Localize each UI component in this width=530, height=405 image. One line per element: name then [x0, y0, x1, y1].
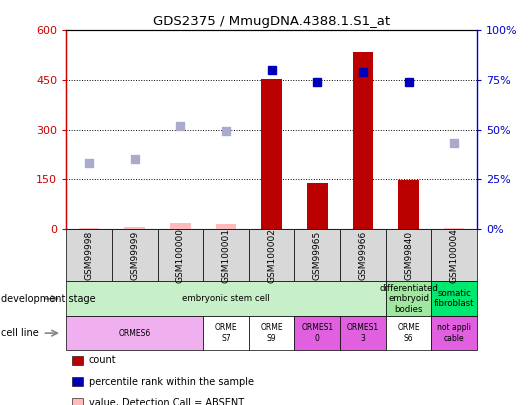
- Text: GSM100004: GSM100004: [449, 228, 458, 283]
- Text: GSM99965: GSM99965: [313, 230, 322, 280]
- Text: ORME
S9: ORME S9: [260, 324, 283, 343]
- Text: value, Detection Call = ABSENT: value, Detection Call = ABSENT: [89, 398, 244, 405]
- Text: cell line: cell line: [1, 328, 39, 338]
- Text: differentiated
embryoid
bodies: differentiated embryoid bodies: [379, 284, 438, 313]
- Bar: [216, 224, 236, 229]
- Bar: [125, 227, 145, 229]
- Text: not appli
cable: not appli cable: [437, 324, 471, 343]
- Title: GDS2375 / MmugDNA.4388.1.S1_at: GDS2375 / MmugDNA.4388.1.S1_at: [153, 15, 390, 28]
- Text: GSM100002: GSM100002: [267, 228, 276, 283]
- Text: GSM99966: GSM99966: [358, 230, 367, 280]
- Text: GSM99998: GSM99998: [85, 230, 94, 280]
- Text: ORME
S6: ORME S6: [397, 324, 420, 343]
- Text: GSM100001: GSM100001: [222, 228, 231, 283]
- Bar: [125, 227, 145, 229]
- Text: development stage: development stage: [1, 294, 96, 304]
- Text: ORME
S7: ORME S7: [215, 324, 237, 343]
- Text: count: count: [89, 356, 116, 365]
- Bar: [79, 228, 99, 229]
- Bar: [261, 79, 282, 229]
- Text: percentile rank within the sample: percentile rank within the sample: [89, 377, 253, 386]
- Text: ORMES1
3: ORMES1 3: [347, 324, 379, 343]
- Bar: [444, 228, 464, 229]
- Bar: [170, 223, 191, 229]
- Text: GSM99840: GSM99840: [404, 230, 413, 280]
- Text: ORMES6: ORMES6: [119, 328, 151, 338]
- Bar: [444, 228, 464, 229]
- Bar: [352, 52, 373, 229]
- Bar: [398, 180, 419, 229]
- Text: ORMES1
0: ORMES1 0: [301, 324, 333, 343]
- Text: embryonic stem cell: embryonic stem cell: [182, 294, 270, 303]
- Text: somatic
fibroblast: somatic fibroblast: [434, 289, 474, 308]
- Bar: [307, 183, 328, 229]
- Text: GSM99999: GSM99999: [130, 230, 139, 280]
- Bar: [79, 228, 99, 229]
- Text: GSM100000: GSM100000: [176, 228, 185, 283]
